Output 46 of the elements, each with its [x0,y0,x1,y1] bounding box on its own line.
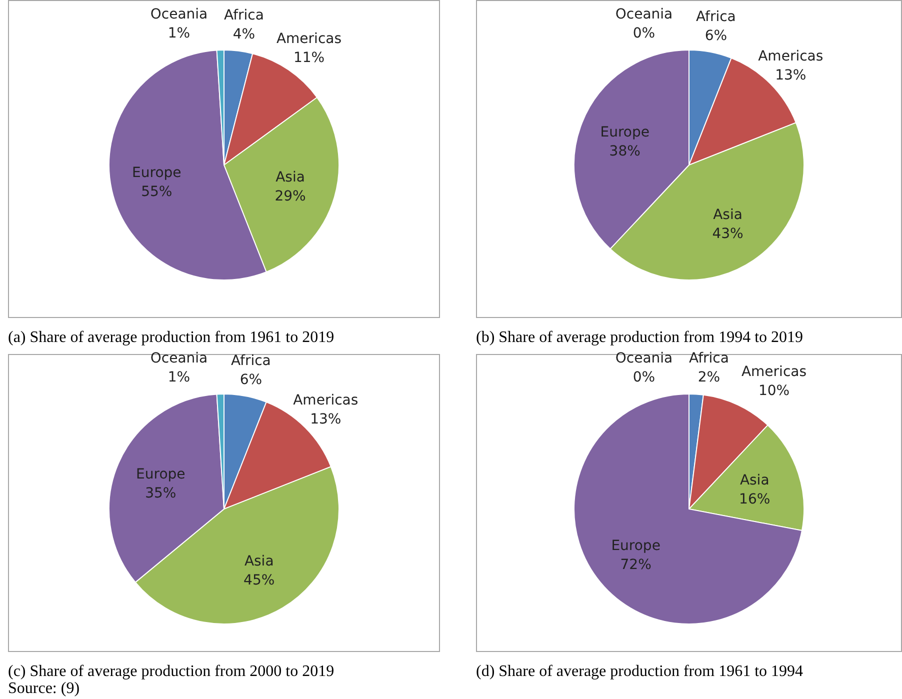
text: 0% [632,25,656,42]
data-label: 6% [240,372,262,388]
text: (c) Share of average production from 2000 to 2019 [8,663,334,680]
slice-label: Asia [713,207,742,224]
data-label: 4% [232,26,256,42]
text: (d) Share of average production from 1961 to 1994 [476,663,804,680]
slice-label: Americas [276,31,342,48]
slice-label: Asia [276,169,305,186]
slice-label: Africa [224,7,264,24]
slice-label: Europe [611,538,660,554]
text: 0% [632,369,656,386]
data-label: 72% [620,556,652,573]
slice-label: Europe [600,124,650,141]
data-label: 43% [712,226,744,242]
slice-label: Americas [293,392,358,408]
data-label: 1% [168,25,190,42]
slice-label: Americas [741,364,807,380]
data-label: 16% [739,492,770,508]
data-label: 10% [758,382,790,399]
data-label: 35% [145,486,176,502]
slice-label: Oceania [150,6,208,22]
slice-label: Europe [136,466,186,483]
data-label: 13% [310,411,342,428]
slice-label: Africa [696,8,736,25]
text: (b) Share of average production from 1994 to 2019 [476,329,804,346]
slice-label: Oceania [150,350,208,366]
data-label: 29% [274,188,306,204]
slice-label: Americas [758,48,824,64]
category-label: Oceania [615,350,673,366]
slice-label: Europe [132,165,182,182]
data-label: 11% [293,50,325,66]
category-label: Oceania [615,6,673,22]
slice-label: Africa [689,350,729,367]
text: (a) Share of average production from 1961 to 2019 [8,329,334,346]
data-label: 13% [775,67,806,84]
source-note: Source: (9) [8,680,80,697]
data-label: 1% [168,369,190,386]
slice-label: Africa [230,352,271,369]
data-label: 38% [609,144,640,160]
data-label: 6% [704,28,728,44]
pie-slice [574,394,802,624]
data-label: 2% [698,370,720,386]
data-label: 45% [244,572,275,588]
slice-label: Asia [244,553,274,570]
slice-label: Asia [740,472,770,489]
data-label: 55% [141,184,172,200]
